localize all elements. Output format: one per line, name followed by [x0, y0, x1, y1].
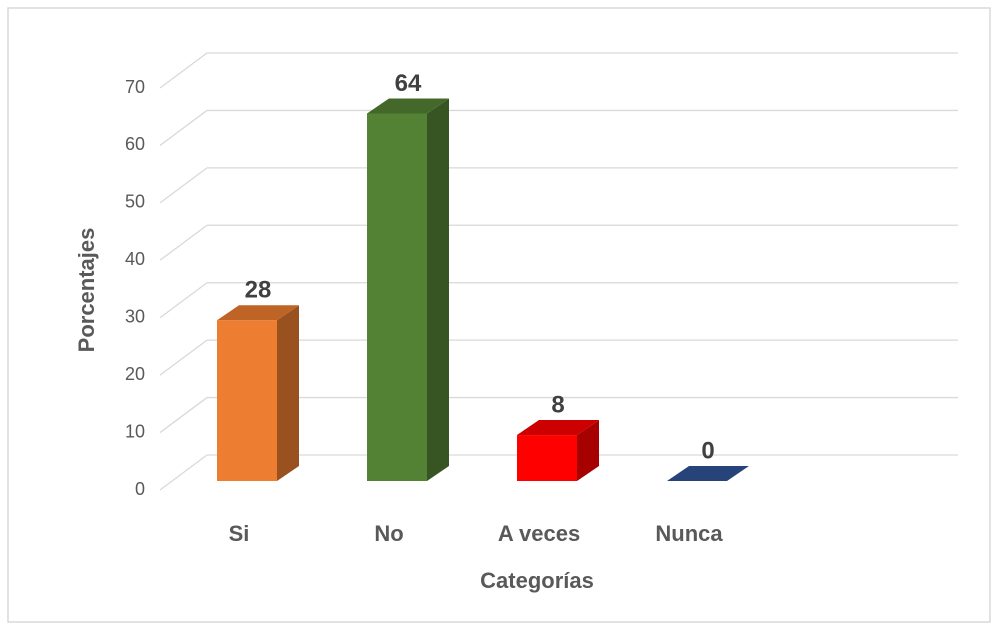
- y-tick-label: 40: [125, 249, 145, 269]
- bar-top: [367, 98, 449, 114]
- y-tick-label: 60: [125, 134, 145, 154]
- grid-line: [159, 167, 208, 204]
- y-axis-title: Porcentajes: [74, 228, 99, 353]
- value-label: 0: [701, 437, 714, 464]
- bar-top: [517, 420, 599, 436]
- x-tick-label: No: [374, 521, 403, 546]
- x-tick-label: Nunca: [655, 521, 723, 546]
- y-tick-label: 70: [125, 77, 145, 97]
- grid-line: [159, 109, 208, 146]
- y-tick-label: 50: [125, 192, 145, 212]
- bar: [517, 435, 577, 481]
- bar-top: [667, 466, 749, 481]
- grid-line: [159, 282, 208, 319]
- x-tick-label: Si: [229, 521, 250, 546]
- grid-line: [159, 52, 208, 89]
- bar: [367, 113, 427, 481]
- bar-top: [217, 305, 299, 321]
- y-tick-label: 0: [135, 479, 145, 499]
- y-tick-label: 30: [125, 306, 145, 326]
- bar-side: [277, 305, 299, 481]
- grid-line: [159, 339, 208, 376]
- grid-line: [159, 454, 208, 491]
- grid-line: [159, 224, 208, 261]
- value-label: 8: [551, 391, 564, 418]
- bar-side: [427, 98, 449, 481]
- y-tick-label: 10: [125, 421, 145, 441]
- x-axis-title: Categorías: [480, 568, 594, 593]
- bar: [217, 320, 277, 481]
- grid-line: [159, 397, 208, 434]
- bar-side: [577, 420, 599, 481]
- x-tick-label: A veces: [498, 521, 580, 546]
- value-label: 28: [245, 277, 272, 304]
- y-tick-label: 20: [125, 364, 145, 384]
- value-label: 64: [395, 70, 422, 97]
